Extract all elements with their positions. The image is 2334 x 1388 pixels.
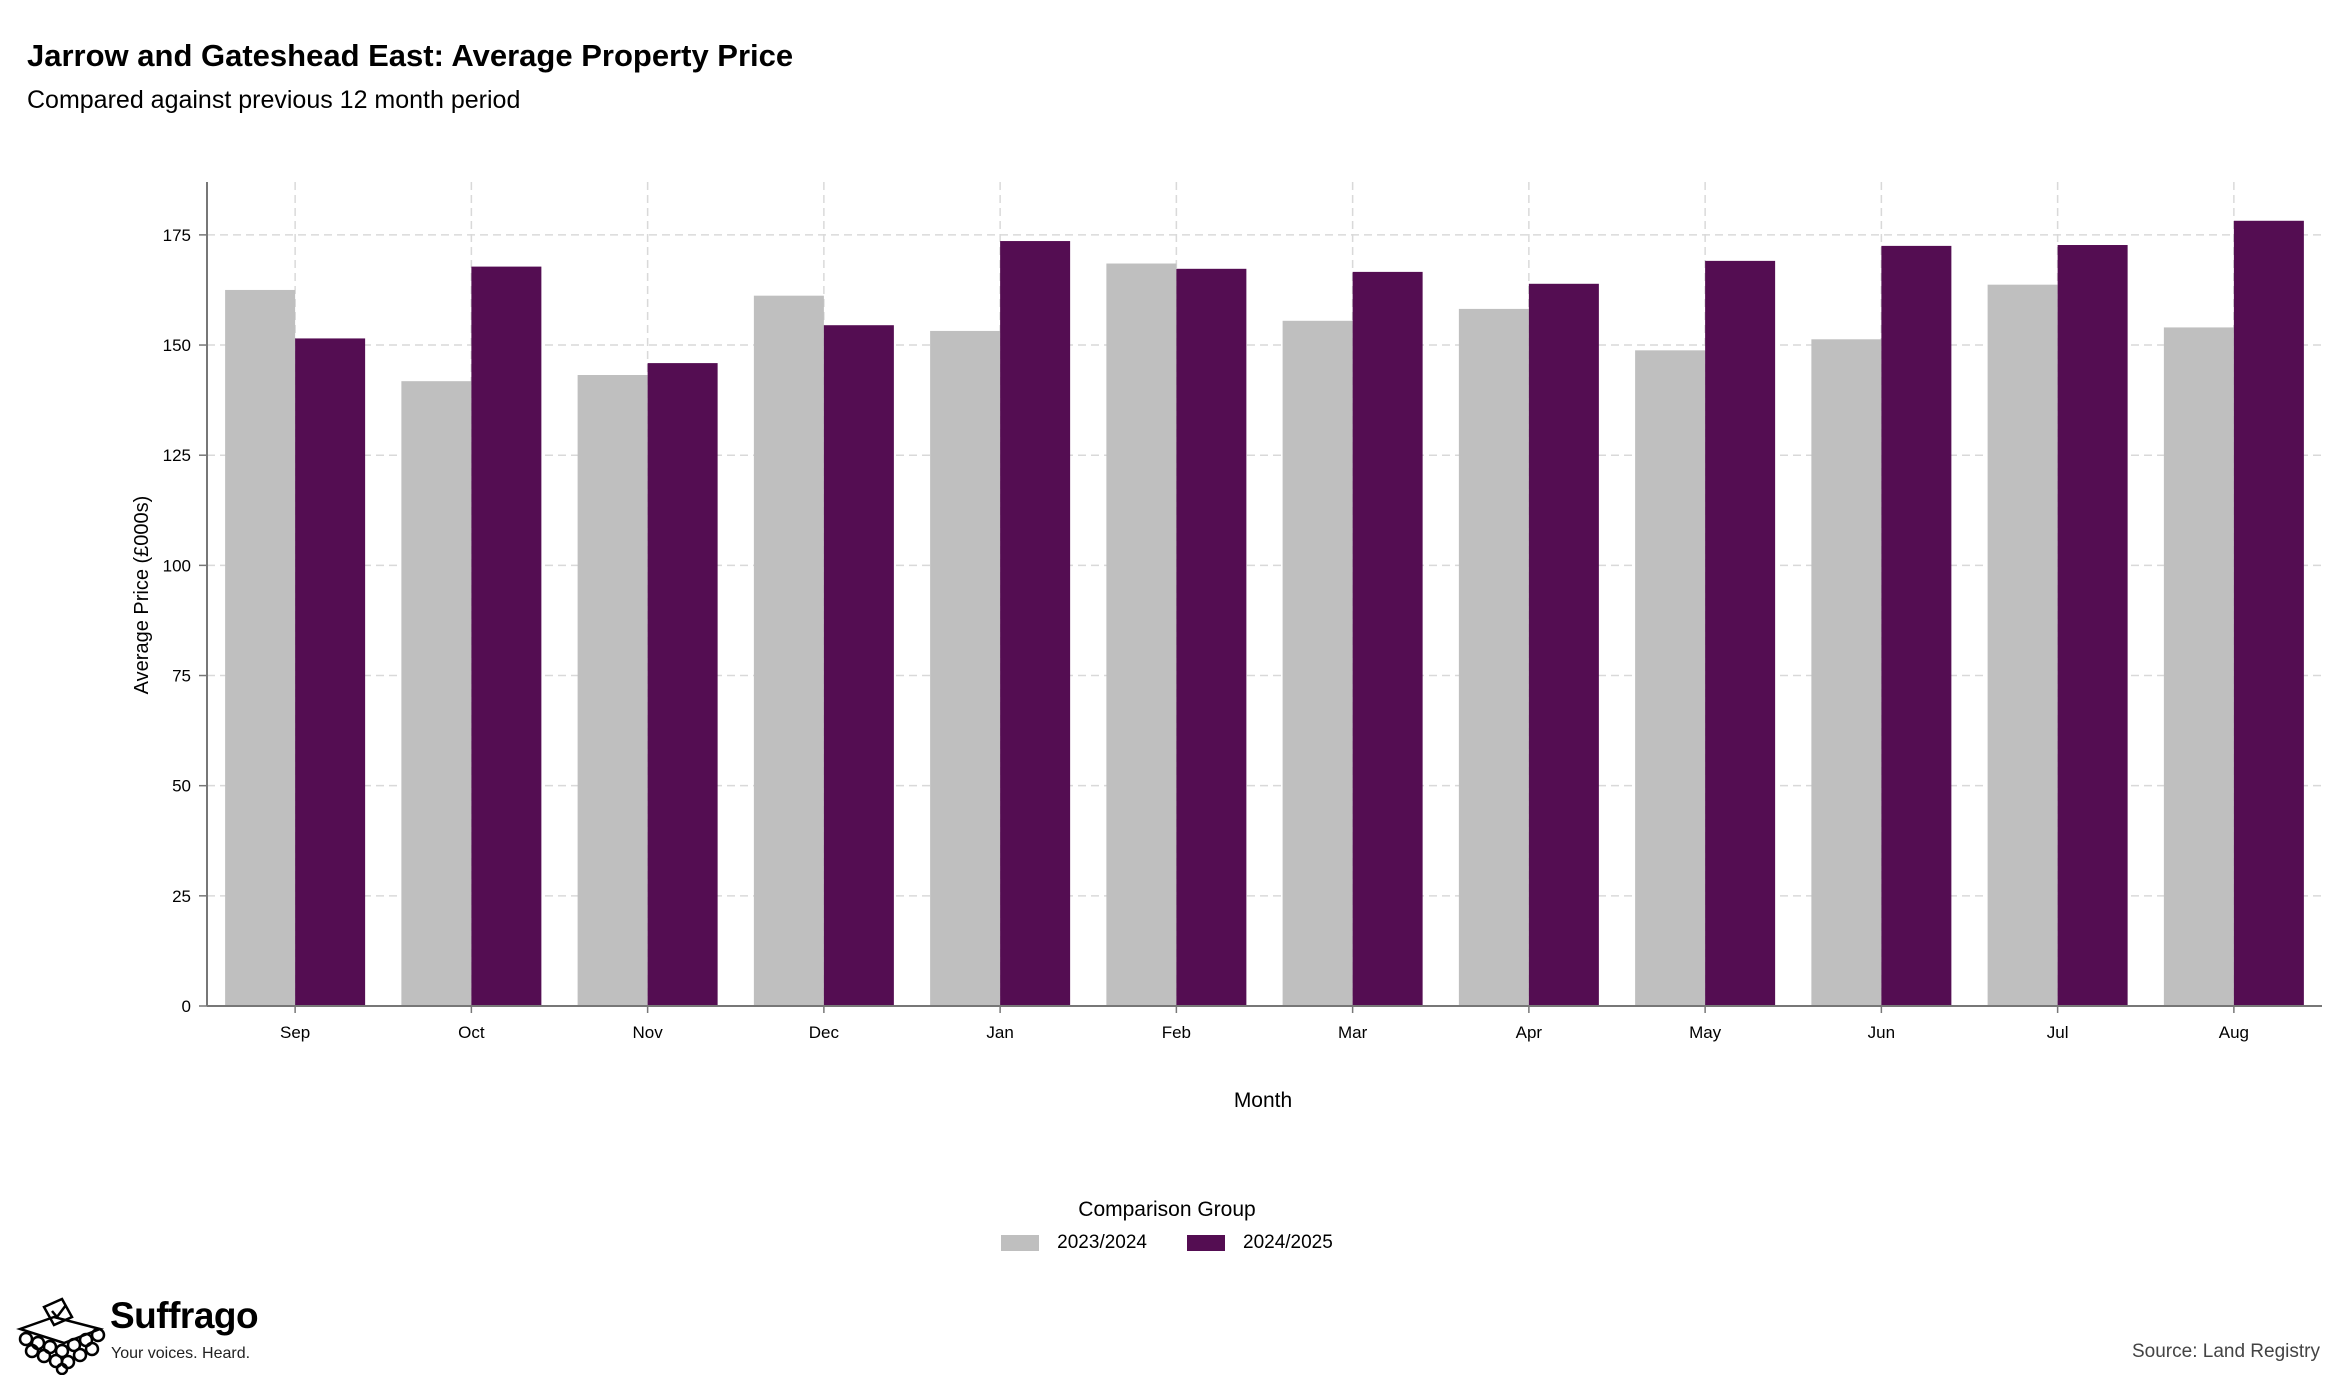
chart-title: Jarrow and Gateshead East: Average Prope… (27, 38, 794, 73)
x-axis-label: Month (1234, 1089, 1292, 1112)
x-tick-label: Sep (280, 1023, 310, 1042)
legend-item-2024-2025: 2024/2025 (1187, 1232, 1333, 1254)
y-tick-label: 175 (163, 226, 191, 245)
bar-2023-2024-feb (1106, 263, 1177, 1007)
x-tick-label: Jan (986, 1023, 1013, 1042)
x-tick-label: Mar (1338, 1023, 1368, 1042)
x-tick-label: Jun (1868, 1023, 1895, 1042)
bar-2023-2024-jun (1811, 339, 1882, 1006)
legend-swatch-2024-2025 (1187, 1235, 1225, 1251)
axes: 0 25 50 75 100 125 150 175 Sep Oct Nov Dec Jan Feb Mar… (163, 182, 2322, 1042)
y-tick-label: 150 (163, 336, 191, 355)
chart-subtitle: Compared against previous 12 month perio… (27, 86, 521, 114)
brand-logo: Suffrago Your voices. Heard. (14, 1295, 274, 1375)
legend: Comparison Group 2023/2024 2024/2025 (0, 1198, 2334, 1256)
x-tick-label: Apr (1516, 1023, 1543, 1042)
brand-tagline: Your voices. Heard. (111, 1345, 251, 1362)
bar-2023-2024-aug (2163, 327, 2234, 1007)
bar-2024-2025-mar (1352, 271, 1423, 1007)
x-tick-label: Oct (458, 1023, 485, 1042)
bar-2024-2025-sep (295, 338, 366, 1006)
bar-2023-2024-mar (1282, 320, 1353, 1006)
legend-label-2023-2024: 2023/2024 (1057, 1232, 1147, 1253)
bar-2023-2024-jan (930, 330, 1001, 1006)
legend-label-2024-2025: 2024/2025 (1243, 1232, 1333, 1253)
bar-2023-2024-nov (577, 375, 648, 1006)
bar-2023-2024-jul (1987, 284, 2058, 1006)
bar-2023-2024-sep (225, 289, 296, 1006)
bar-2024-2025-may (1705, 260, 1776, 1006)
y-tick-label: 50 (172, 777, 191, 796)
bar-2024-2025-feb (1176, 268, 1247, 1007)
bar-2023-2024-apr (1458, 308, 1529, 1007)
ballot-box-icon (16, 1297, 106, 1375)
y-axis-label: Average Price (£000s) (131, 496, 153, 695)
x-tick-label: Dec (809, 1023, 840, 1042)
bar-chart: 0 25 50 75 100 125 150 175 Sep Oct Nov Dec Jan Feb Mar… (131, 182, 2322, 1112)
x-tick-label: Nov (633, 1023, 664, 1042)
bar-2023-2024-oct (401, 381, 472, 1006)
y-tick-label: 25 (172, 887, 191, 906)
legend-swatch-2023-2024 (1001, 1235, 1040, 1251)
bar-2024-2025-jun (1881, 245, 1952, 1006)
bar-2023-2024-dec (753, 295, 824, 1006)
y-tick-label: 100 (163, 556, 191, 575)
bar-2024-2025-apr (1528, 283, 1599, 1007)
y-tick-label: 125 (163, 446, 191, 465)
brand-name: Suffrago (110, 1295, 259, 1336)
bar-2024-2025-nov (647, 363, 718, 1006)
bar-2024-2025-jul (2057, 245, 2128, 1006)
y-tick-label: 75 (172, 667, 191, 686)
x-tick-label: Jul (2047, 1023, 2069, 1042)
y-tick-label: 0 (182, 997, 191, 1016)
bar-2024-2025-jan (1000, 241, 1071, 1006)
source-note: Source: Land Registry (2132, 1341, 2320, 1362)
bar-2024-2025-dec (823, 325, 894, 1006)
legend-item-2023-2024: 2023/2024 (1001, 1232, 1147, 1254)
x-tick-label: May (1689, 1023, 1722, 1042)
legend-items: 2023/2024 2024/2025 (1001, 1232, 1333, 1254)
bar-2024-2025-aug (2233, 220, 2304, 1006)
legend-title: Comparison Group (1078, 1198, 1256, 1221)
x-tick-label: Aug (2219, 1023, 2249, 1042)
bars (225, 220, 2304, 1007)
bar-2023-2024-may (1635, 350, 1706, 1006)
bar-2024-2025-oct (471, 266, 542, 1006)
x-tick-label: Feb (1162, 1023, 1191, 1042)
